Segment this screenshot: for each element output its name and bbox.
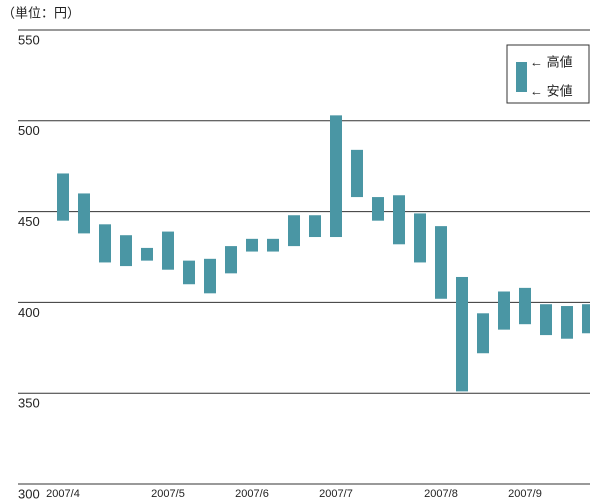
- y-tick-label: 400: [18, 305, 40, 320]
- range-bar: [561, 306, 573, 339]
- range-bar: [78, 193, 90, 234]
- range-bar: [57, 173, 69, 221]
- y-tick-label: 550: [18, 32, 40, 47]
- range-bar: [99, 224, 111, 263]
- range-bar: [330, 115, 342, 238]
- legend-high: ← 高値: [530, 54, 573, 69]
- range-bar: [183, 260, 195, 285]
- y-tick-label: 350: [18, 396, 40, 411]
- range-bar: [309, 215, 321, 238]
- range-bar: [372, 197, 384, 221]
- range-bar: [393, 195, 405, 245]
- x-tick-label: 2007/6: [235, 488, 269, 500]
- range-bar: [351, 149, 363, 198]
- range-bar: [267, 238, 279, 252]
- y-tick-label: 300: [18, 486, 40, 501]
- legend-low: ← 安値: [530, 83, 573, 98]
- range-bar: [225, 246, 237, 274]
- x-tick-label: 2007/4: [46, 488, 80, 500]
- range-bar: [519, 287, 531, 325]
- x-tick-label: 2007/5: [151, 488, 185, 500]
- range-bar: [162, 231, 174, 270]
- range-bar: [477, 313, 489, 354]
- range-bar: [456, 276, 468, 392]
- x-tick-label: 2007/9: [508, 488, 542, 500]
- range-bar: [582, 304, 590, 334]
- y-tick-label: 450: [18, 214, 40, 229]
- unit-label: （単位：円）: [2, 5, 80, 20]
- legend-swatch: [516, 62, 527, 92]
- range-bar: [540, 304, 552, 336]
- range-bar: [120, 235, 132, 267]
- range-bar: [288, 215, 300, 247]
- x-tick-label: 2007/7: [319, 488, 353, 500]
- range-bar: [141, 247, 153, 261]
- range-bar: [435, 226, 447, 299]
- y-tick-label: 500: [18, 123, 40, 138]
- range-bar: [414, 213, 426, 263]
- x-tick-label: 2007/8: [424, 488, 458, 500]
- range-bar: [246, 238, 258, 252]
- range-bar: [498, 291, 510, 330]
- range-bar: [204, 258, 216, 294]
